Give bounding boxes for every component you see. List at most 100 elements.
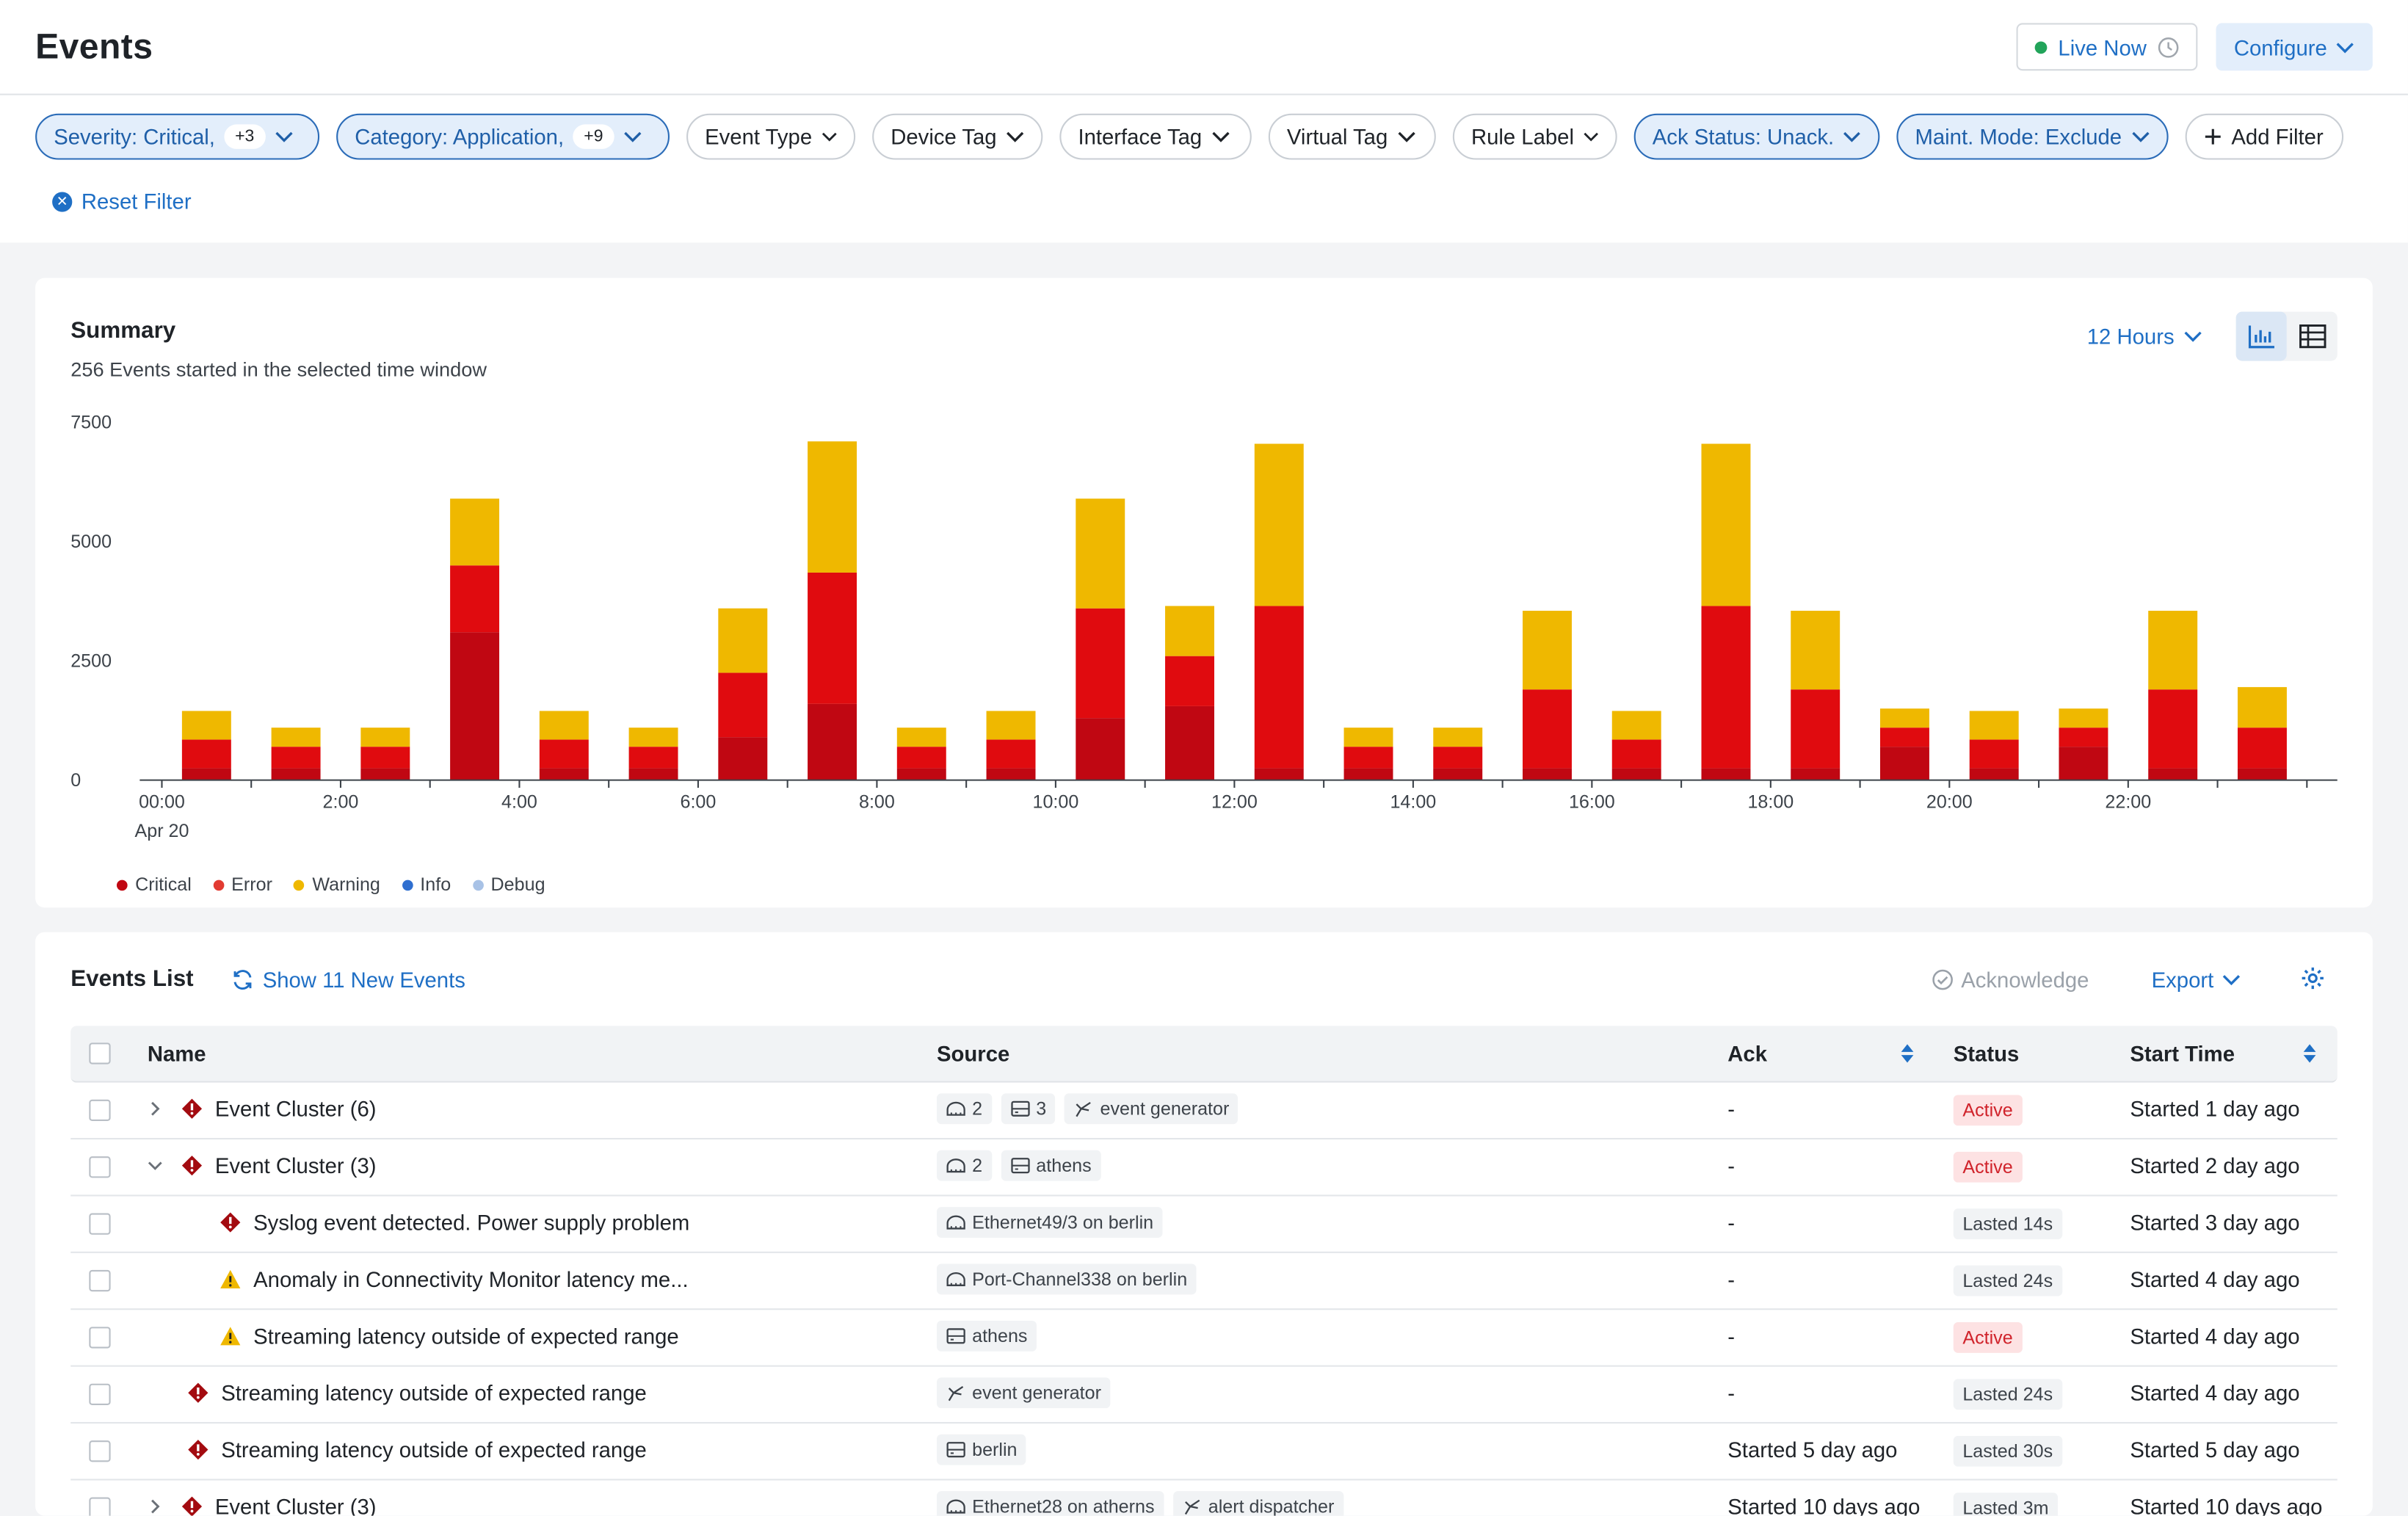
bar-segment-error[interactable] <box>1165 656 1214 706</box>
bar-segment-critical[interactable] <box>628 768 678 780</box>
column-header-start-time[interactable]: Start Time <box>2130 1041 2235 1066</box>
bar-segment-critical[interactable] <box>1791 768 1841 780</box>
bar-segment-critical[interactable] <box>2237 768 2287 780</box>
bar-segment-critical[interactable] <box>1701 768 1751 780</box>
row-checkbox[interactable] <box>89 1269 111 1292</box>
chevron-down-icon[interactable] <box>146 1156 164 1175</box>
bar-segment-critical[interactable] <box>2148 768 2198 780</box>
row-checkbox[interactable] <box>89 1213 111 1235</box>
bar-segment-warning[interactable] <box>628 728 678 747</box>
bar-segment-critical[interactable] <box>181 768 231 780</box>
bar-segment-error[interactable] <box>2059 728 2108 747</box>
bar-segment-critical[interactable] <box>271 768 321 780</box>
table-row[interactable]: Syslog event detected. Power supply prob… <box>70 1197 2338 1253</box>
sort-icon[interactable] <box>1900 1042 1915 1064</box>
bar-segment-error[interactable] <box>2148 689 2198 769</box>
column-header-ack[interactable]: Ack <box>1727 1041 1768 1066</box>
bar-segment-critical[interactable] <box>896 768 946 780</box>
bar-segment-warning[interactable] <box>986 711 1036 740</box>
gear-icon[interactable] <box>2301 966 2325 990</box>
filter-chip-interface-tag[interactable]: Interface Tag <box>1059 113 1252 160</box>
filter-chip-maint-mode[interactable]: Maint. Mode: Exclude <box>1896 113 2169 160</box>
acknowledge-button[interactable]: Acknowledge <box>1932 968 2089 992</box>
bar-segment-error[interactable] <box>539 739 589 769</box>
column-header-source[interactable]: Source <box>936 1041 1010 1066</box>
bar-segment-critical[interactable] <box>360 768 410 780</box>
bar-segment-error[interactable] <box>1791 689 1841 769</box>
table-row[interactable]: Anomaly in Connectivity Monitor latency … <box>70 1253 2338 1310</box>
chart-view-button[interactable] <box>2235 311 2287 361</box>
bar-segment-error[interactable] <box>271 747 321 769</box>
select-all-checkbox[interactable] <box>89 1042 111 1065</box>
bar-segment-critical[interactable] <box>808 703 857 780</box>
bar-segment-critical[interactable] <box>1433 768 1483 780</box>
bar-segment-warning[interactable] <box>1701 443 1751 606</box>
chevron-right-icon[interactable] <box>146 1100 164 1118</box>
bar-segment-critical[interactable] <box>539 768 589 780</box>
filter-chip-category[interactable]: Category: Application, +9 <box>336 113 670 160</box>
filter-chip-ack-status[interactable]: Ack Status: Unack. <box>1633 113 1880 160</box>
row-checkbox[interactable] <box>89 1383 111 1405</box>
bar-segment-warning[interactable] <box>1611 711 1661 740</box>
bar-segment-error[interactable] <box>1611 739 1661 769</box>
sort-icon[interactable] <box>2302 1042 2318 1064</box>
bar-segment-warning[interactable] <box>1165 606 1214 656</box>
bar-segment-error[interactable] <box>181 739 231 769</box>
bar-segment-error[interactable] <box>1343 747 1393 769</box>
bar-segment-error[interactable] <box>360 747 410 769</box>
bar-segment-warning[interactable] <box>1969 711 2019 740</box>
bar-segment-error[interactable] <box>450 565 500 633</box>
bar-segment-critical[interactable] <box>1076 718 1125 780</box>
bar-segment-warning[interactable] <box>181 711 231 740</box>
row-checkbox[interactable] <box>89 1440 111 1462</box>
filter-chip-event-type[interactable]: Event Type <box>686 113 856 160</box>
row-checkbox[interactable] <box>89 1327 111 1349</box>
bar-segment-critical[interactable] <box>1343 768 1393 780</box>
column-header-name[interactable]: Name <box>147 1041 206 1066</box>
export-dropdown[interactable]: Export <box>2152 968 2241 992</box>
bar-segment-critical[interactable] <box>1523 768 1572 780</box>
bar-segment-error[interactable] <box>1433 747 1483 769</box>
bar-segment-warning[interactable] <box>360 728 410 747</box>
table-row[interactable]: Event Cluster (3) Ethernet28 on atherns … <box>70 1480 2337 1516</box>
table-view-button[interactable] <box>2287 312 2338 361</box>
bar-segment-warning[interactable] <box>1879 708 1929 728</box>
bar-segment-error[interactable] <box>1523 689 1572 769</box>
bar-segment-error[interactable] <box>718 672 768 738</box>
table-row[interactable]: Streaming latency outside of expected ra… <box>70 1367 2338 1424</box>
bar-segment-warning[interactable] <box>539 711 589 740</box>
bar-segment-error[interactable] <box>628 747 678 769</box>
bar-segment-critical[interactable] <box>1879 747 1929 780</box>
bar-segment-error[interactable] <box>1701 606 1751 769</box>
bar-segment-critical[interactable] <box>1611 768 1661 780</box>
time-range-dropdown[interactable]: 12 Hours <box>2087 324 2202 349</box>
bar-segment-error[interactable] <box>896 747 946 769</box>
bar-segment-error[interactable] <box>1969 739 2019 769</box>
bar-segment-warning[interactable] <box>2237 686 2287 728</box>
bar-segment-warning[interactable] <box>2148 610 2198 690</box>
bar-segment-warning[interactable] <box>1791 610 1841 690</box>
filter-chip-rule-label[interactable]: Rule Label <box>1452 113 1617 160</box>
bar-segment-warning[interactable] <box>1254 443 1304 606</box>
bar-segment-critical[interactable] <box>1254 768 1304 780</box>
row-checkbox[interactable] <box>89 1497 111 1516</box>
bar-segment-warning[interactable] <box>2059 708 2108 728</box>
table-row[interactable]: Streaming latency outside of expected ra… <box>70 1423 2338 1481</box>
row-checkbox[interactable] <box>89 1156 111 1178</box>
table-row[interactable]: Streaming latency outside of expected ra… <box>70 1310 2338 1367</box>
bar-segment-error[interactable] <box>986 739 1036 769</box>
bar-segment-error[interactable] <box>808 572 857 704</box>
bar-segment-critical[interactable] <box>1165 706 1214 780</box>
bar-segment-warning[interactable] <box>896 728 946 747</box>
configure-button[interactable]: Configure <box>2216 23 2373 71</box>
column-header-status[interactable]: Status <box>1953 1041 2020 1066</box>
bar-segment-critical[interactable] <box>718 737 768 780</box>
bar-segment-warning[interactable] <box>450 498 500 566</box>
bar-segment-error[interactable] <box>1879 728 1929 747</box>
bar-segment-warning[interactable] <box>1523 610 1572 690</box>
reset-filter-button[interactable]: ✕ Reset Filter <box>52 189 192 214</box>
chevron-right-icon[interactable] <box>146 1498 164 1516</box>
bar-segment-warning[interactable] <box>1343 728 1393 747</box>
bar-segment-critical[interactable] <box>450 632 500 780</box>
filter-chip-severity[interactable]: Severity: Critical, +3 <box>35 113 320 160</box>
